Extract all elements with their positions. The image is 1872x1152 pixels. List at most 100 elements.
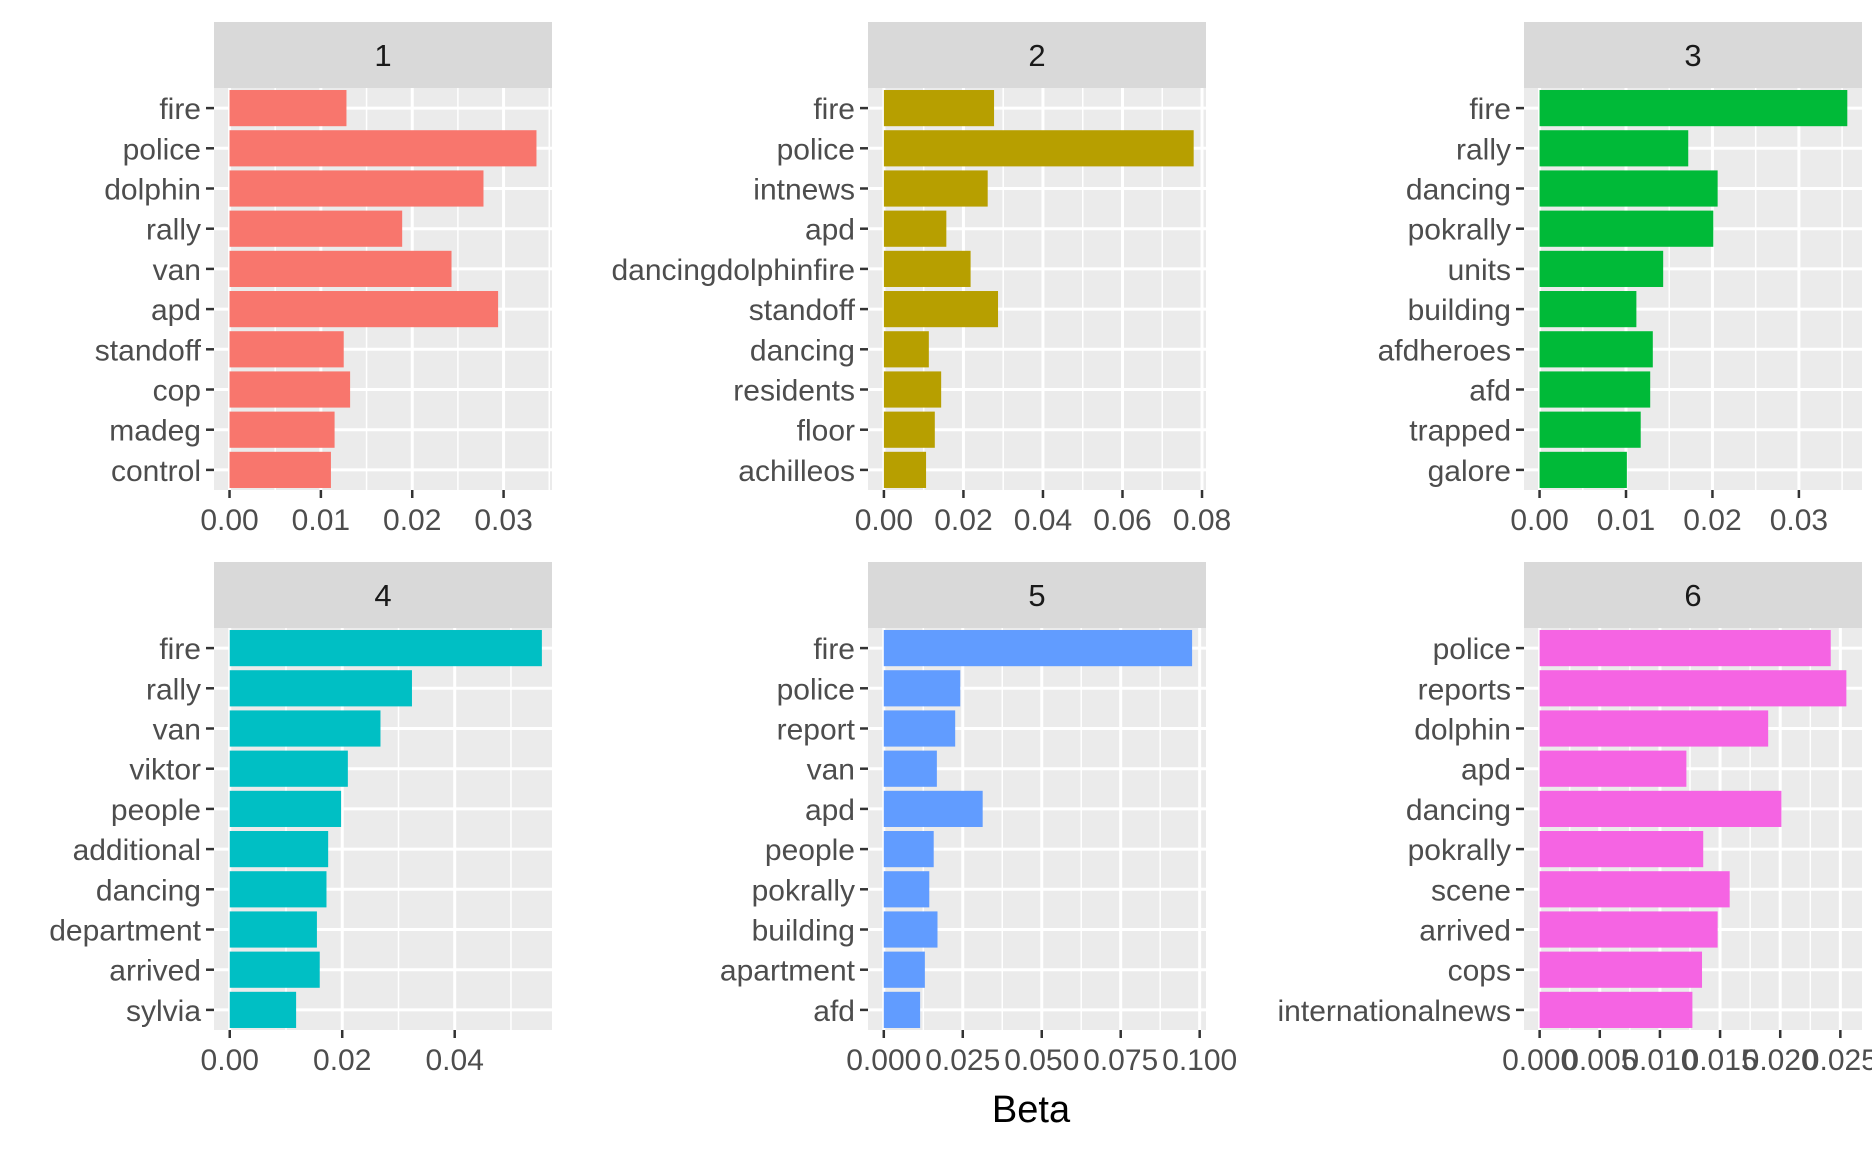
y-tick-label: van [153,714,201,747]
y-tick-label: arrived [109,955,201,988]
y-tick-label: galore [1428,455,1511,488]
x-tick-label: 0.01 [292,504,350,537]
bar-standoff [883,291,999,328]
y-tick-label: apd [1461,754,1511,787]
y-tick-label: dancing [1406,174,1511,207]
x-tick-label: 0.02 [383,504,441,537]
y-tick-label: cops [1448,955,1511,988]
y-tick-label: dancingdolphinfire [611,254,855,287]
bar-van [883,750,937,787]
y-tick-label: dolphin [1414,714,1511,747]
y-tick-label: dancing [96,874,201,907]
bar-people [229,790,342,827]
bar-galore [1539,451,1627,488]
y-tick-label: madeg [109,415,201,448]
x-tick-label: 0.00 [201,1044,259,1077]
facet-strip [1524,562,1862,628]
bar-police [883,670,961,707]
bar-fire [229,90,347,127]
bar-fire [883,630,1193,667]
facet-strip [1524,22,1862,88]
y-tick-label: apd [805,794,855,827]
y-tick-label: scene [1431,874,1511,907]
bar-afd [1539,371,1651,408]
bar-building [883,911,938,948]
y-tick-label: apd [805,214,855,247]
y-tick-label: afd [813,995,855,1028]
x-tick-label: 0.04 [426,1044,484,1077]
x-tick-label: 0.02 [934,504,992,537]
bar-dancing [883,331,929,368]
y-tick-label: dolphin [104,174,201,207]
y-tick-label: trapped [1409,415,1511,448]
x-tick-label: 0.06 [1093,504,1151,537]
x-tick-label: 0.020 [1743,1044,1818,1077]
y-tick-label: dancing [1406,794,1511,827]
x-tick-label: 0.010 [1622,1044,1697,1077]
bar-rally [229,210,403,247]
y-tick-label: dancing [750,334,855,367]
bar-dancingdolphinfire [883,250,971,287]
y-tick-label: afdheroes [1378,334,1511,367]
facet-strip-label: 6 [1684,578,1701,613]
bar-apd [883,210,947,247]
facet-strip-label: 5 [1028,578,1045,613]
y-tick-label: van [807,754,855,787]
y-tick-label: achilleos [738,455,855,488]
bar-reports [1539,670,1847,707]
bar-pokrally [883,871,930,908]
facet-panel-3: 3 fire rally dancing pokrally units building af… [1378,22,1862,537]
facet-panel-6: 6 police reports dolphin apd dancing pokrally s… [1278,562,1872,1077]
y-tick-label: internationalnews [1278,995,1511,1028]
x-tick-label: 0.03 [1770,504,1828,537]
y-tick-label: police [777,673,855,706]
bar-intnews [883,170,988,207]
y-tick-label: police [777,133,855,166]
x-tick-label: 0.03 [474,504,532,537]
facet-strip [214,562,552,628]
x-tick-label: 0.025 [925,1044,1000,1077]
bar-report [883,710,956,747]
x-axis-title: Beta [992,1089,1071,1131]
y-tick-label: fire [813,93,855,126]
y-tick-label: additional [73,834,201,867]
y-tick-label: pokrally [1408,214,1511,247]
y-tick-label: standoff [749,294,856,327]
facet-strip-label: 1 [374,38,391,73]
bar-department [229,911,317,948]
bar-pokrally [1539,210,1714,247]
bar-apd [883,790,983,827]
bar-fire [883,90,995,127]
bar-van [229,250,452,287]
y-tick-label: police [123,133,201,166]
x-tick-label: 0.04 [1014,504,1072,537]
y-tick-label: building [752,915,855,948]
y-tick-label: apartment [720,955,856,988]
facet-panel-2: 2 fire police intnews apd dancingdolphinfire s… [611,22,1231,537]
y-tick-label: viktor [129,754,201,787]
y-tick-label: arrived [1419,915,1511,948]
bar-madeg [229,411,335,448]
x-tick-label: 0.100 [1162,1044,1237,1077]
facet-panel-5: 5 fire police report van apd people pokrally bui… [720,562,1237,1077]
x-tick-label: 0.050 [1004,1044,1079,1077]
bar-dolphin [229,170,484,207]
y-tick-label: building [1408,294,1511,327]
bar-dolphin [1539,710,1769,747]
y-tick-label: people [765,834,855,867]
bar-apd [229,291,499,328]
bar-arrived [229,951,320,988]
y-tick-label: floor [797,415,855,448]
x-tick-label: 0.02 [1683,504,1741,537]
facet-strip [214,22,552,88]
facet-strip-label: 4 [374,578,391,613]
y-tick-label: cop [153,375,201,408]
y-tick-label: fire [813,633,855,666]
bar-dancing [1539,790,1782,827]
bar-dancing [229,871,327,908]
y-tick-label: standoff [95,334,202,367]
bar-viktor [229,750,348,787]
y-tick-label: pokrally [752,874,855,907]
bar-police [229,130,537,167]
